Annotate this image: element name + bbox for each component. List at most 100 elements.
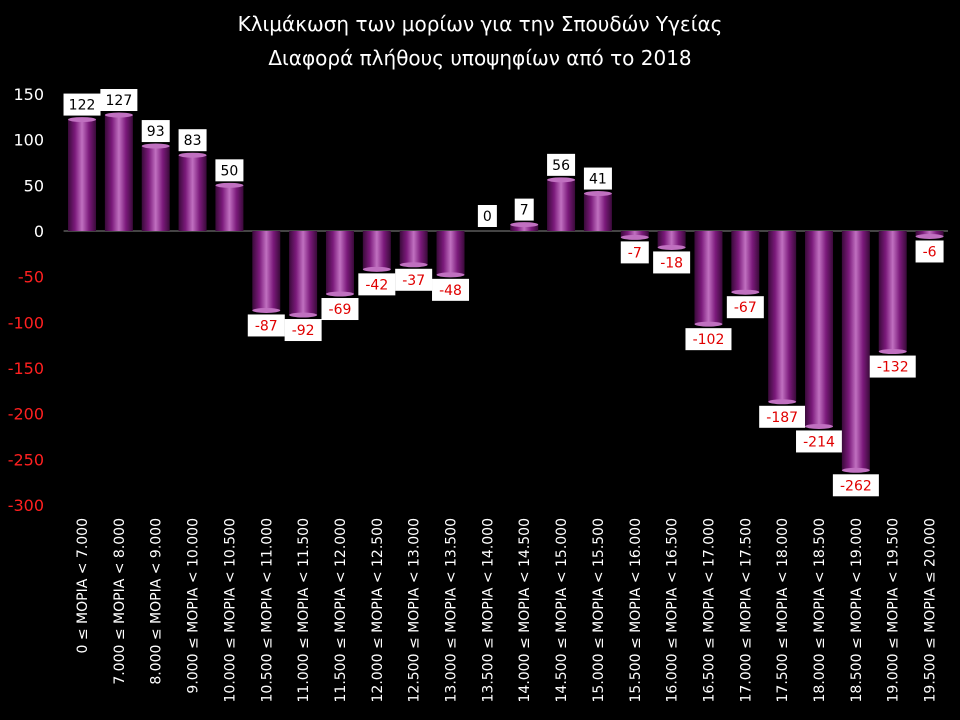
bar-cap [436,272,465,278]
data-label: -102 [693,332,725,348]
bar-cap [620,234,649,240]
bar [620,231,649,238]
y-tick-label: -50 [18,268,44,287]
x-tick-label: 12.000 ≤ ΜΟΡΙΑ < 12.500 [370,518,386,702]
bar-cap [694,321,723,327]
y-tick-label: -250 [8,450,44,469]
chart-subtitle: Διαφορά πλήθους υποψηφίων από το 2018 [268,46,692,70]
bar-cap [583,191,612,197]
x-tick-label: 0 ≤ ΜΟΡΙΑ < 7.000 [75,518,91,654]
x-tick-label: 16.500 ≤ ΜΟΡΙΑ < 17.000 [701,518,717,702]
data-label: 50 [221,163,239,179]
bar [768,231,797,402]
bar-cap [141,143,170,149]
y-tick-label: -200 [8,405,44,424]
data-label-box [514,198,534,221]
bar-cap [399,262,428,268]
bar-cap [178,152,207,158]
bar-cap [841,467,870,473]
data-label: -7 [628,245,642,261]
bar-cap [68,117,97,123]
bar [104,115,133,231]
data-label: -48 [439,283,462,299]
x-tick-label: 17.500 ≤ ΜΟΡΙΑ < 18.000 [775,518,791,702]
data-label-box [284,319,322,342]
data-label: -42 [365,277,388,293]
bar-cap [104,112,133,118]
bar-cap [878,349,907,355]
bar-cap [215,182,244,188]
data-label: -67 [734,300,757,316]
bar [583,193,612,231]
data-label: 127 [106,93,133,109]
data-label-box [759,405,806,428]
x-tick-label: 9.000 ≤ ΜΟΡΙΑ < 10.000 [186,518,202,694]
data-label-box [141,120,170,143]
data-label: -37 [402,273,425,289]
data-label-box [653,251,691,274]
bar [436,231,465,275]
bar [805,231,834,427]
y-tick-label: -100 [8,313,44,332]
data-label-box [685,328,732,351]
bar [362,231,391,270]
bar-cap [362,266,391,272]
data-label-box [100,89,138,112]
bar [399,231,428,265]
x-tick-label: 12.500 ≤ ΜΟΡΙΑ < 13.000 [407,518,423,702]
bar [547,179,576,231]
data-label-box [547,153,576,176]
bar [289,231,318,316]
data-label: -18 [660,255,683,271]
data-label: 93 [147,124,165,140]
bar-cap [289,312,318,318]
data-label-box [869,355,916,378]
y-tick-label: -300 [8,496,44,515]
x-tick-label: 10.000 ≤ ΜΟΡΙΑ < 10.500 [222,518,238,702]
y-tick-label: -150 [8,359,44,378]
bar-cap [657,244,686,250]
x-tick-label: 17.000 ≤ ΜΟΡΙΑ < 17.500 [738,518,754,702]
bar-cap [915,233,944,239]
y-tick-label: 50 [24,176,44,195]
bar-cap [547,177,576,183]
data-label: 7 [520,203,529,219]
data-label-box [477,205,497,227]
data-label-box [63,93,101,116]
x-tick-label: 15.000 ≤ ΜΟΡΙΑ < 15.500 [591,518,607,702]
bar [141,146,170,231]
data-label-box [321,298,359,321]
x-tick-label: 18.000 ≤ ΜΟΡΙΑ < 18.500 [812,518,828,702]
bar [510,224,539,231]
data-label: -132 [877,360,909,376]
x-tick-label: 11.000 ≤ ΜΟΡΙΑ < 11.500 [296,518,312,702]
data-label-box [726,296,764,319]
data-label-box [178,129,207,152]
y-tick-label: 0 [34,222,44,241]
bar [878,231,907,352]
bar [325,231,354,295]
data-label-box [432,278,470,301]
y-tick-label: 100 [13,131,44,150]
data-label: -92 [292,323,315,339]
x-tick-label: 18.500 ≤ ΜΟΡΙΑ < 19.000 [849,518,865,702]
x-tick-label: 14.500 ≤ ΜΟΡΙΑ < 15.000 [554,518,570,702]
bar [915,231,944,237]
data-label: -214 [803,434,835,450]
x-tick-label: 8.000 ≤ ΜΟΡΙΑ < 9.000 [149,518,165,685]
bar [215,185,244,231]
x-tick-label: 16.000 ≤ ΜΟΡΙΑ < 16.500 [665,518,681,702]
x-tick-label: 19.000 ≤ ΜΟΡΙΑ < 19.500 [886,518,902,702]
data-label: -69 [329,302,352,318]
data-label-box [247,314,285,337]
bar-cap [805,423,834,429]
data-label-box [832,474,879,497]
data-label-box [915,240,944,263]
data-label-box [583,167,612,190]
x-tick-label: 13.500 ≤ ΜΟΡΙΑ < 14.000 [480,518,496,702]
data-label: -6 [923,244,937,260]
y-tick-label: 150 [13,85,44,104]
bar-cap [325,291,354,297]
bar [694,231,723,325]
